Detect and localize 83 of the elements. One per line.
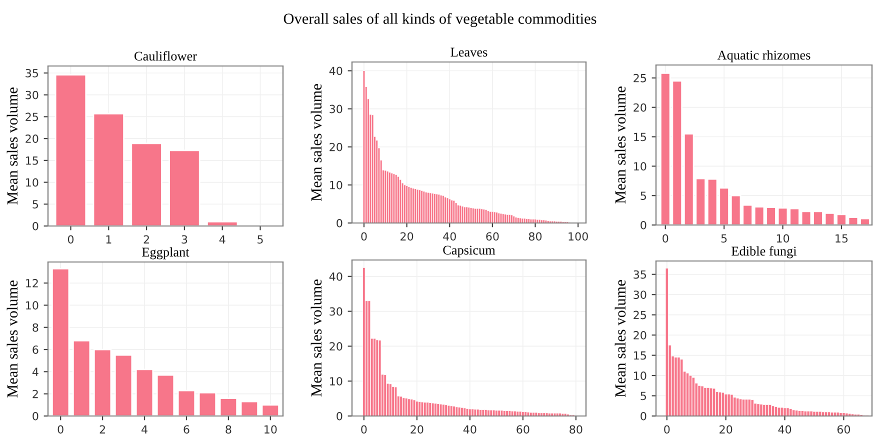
x-tick-label: 40	[443, 232, 456, 241]
x-tick-label: 5	[721, 234, 727, 243]
x-tick-label: 2	[144, 235, 149, 244]
y-tick-label: 20	[634, 331, 646, 340]
x-tick-label: 20	[400, 232, 414, 241]
y-axis-title: Mean sales volume	[614, 86, 626, 204]
y-tick-label: 0	[640, 220, 646, 230]
x-tick-label: 4	[219, 235, 226, 244]
x-tick-label: 1	[106, 235, 112, 244]
x-tick-label: 6	[184, 425, 190, 434]
y-tick-label: 15	[634, 351, 646, 360]
y-tick-label: 10	[26, 178, 38, 187]
y-tick-label: 10	[634, 162, 646, 171]
text: Overall sales of all kinds of vegetable commodities	[284, 12, 596, 28]
y-tick-label: 20	[330, 342, 342, 351]
x-tick-label: 20	[720, 425, 732, 434]
y-tick-label: 25	[634, 74, 646, 82]
x-tick-label: 60	[516, 425, 530, 434]
x-tick-label: 0	[68, 235, 74, 244]
chart-title: Aquatic rhizomes	[717, 50, 810, 62]
y-tick-label: 5	[640, 192, 646, 200]
x-tick-label: 40	[463, 425, 476, 434]
y-tick-label: 20	[634, 103, 646, 112]
y-tick-label: 8	[32, 323, 38, 332]
y-tick-label: 0	[32, 412, 38, 420]
x-tick-label: 0	[664, 425, 670, 434]
y-tick-label: 35	[634, 270, 646, 279]
y-tick-label: 10	[634, 372, 646, 380]
y-tick-label: 20	[26, 134, 38, 143]
x-tick-label: 80	[528, 232, 542, 241]
y-axis-title: Mean sales volume	[310, 280, 322, 397]
y-tick-label: 30	[634, 290, 646, 299]
y-tick-label: 25	[26, 112, 38, 122]
y-tick-label: 0	[336, 412, 342, 420]
y-tick-label: 25	[634, 310, 646, 320]
x-tick-label: 80	[570, 425, 582, 434]
chart-title: Cauliflower	[134, 51, 197, 61]
x-tick-label: 60	[486, 232, 499, 241]
y-axis-title: Mean sales volume	[310, 84, 322, 202]
y-tick-label: 0	[336, 218, 342, 228]
y-tick-label: 4	[32, 368, 38, 376]
y-tick-label: 20	[330, 142, 342, 152]
x-tick-label: 2	[100, 425, 105, 434]
y-tick-label: 30	[330, 104, 342, 114]
x-tick-label: 3	[182, 235, 188, 244]
y-tick-label: 40	[329, 66, 342, 76]
y-tick-label: 30	[330, 307, 342, 316]
y-tick-label: 30	[26, 90, 38, 100]
y-tick-label: 0	[640, 412, 646, 420]
x-tick-label: 10	[776, 234, 790, 243]
y-tick-label: 15	[26, 156, 38, 165]
y-tick-label: 10	[330, 377, 342, 386]
x-tick-label: 20	[410, 425, 424, 434]
x-tick-label: 100	[568, 232, 588, 241]
y-axis-title: Mean sales volume	[6, 280, 18, 398]
y-axis-title: Mean sales volume	[614, 280, 626, 398]
x-tick-label: 0	[662, 234, 668, 243]
x-tick-label: 0	[58, 425, 64, 434]
y-tick-label: 35	[26, 68, 38, 78]
x-tick-label: 60	[837, 425, 850, 434]
x-tick-label: 8	[226, 425, 232, 434]
y-tick-label: 5	[640, 392, 646, 400]
chart-title: Eggplant	[142, 247, 190, 260]
y-tick-label: 10	[330, 180, 342, 190]
chart-title: Leaves	[450, 48, 488, 57]
x-tick-label: 10	[264, 425, 277, 434]
x-tick-label: 4	[142, 425, 148, 434]
x-tick-label: 40	[778, 425, 792, 434]
y-tick-label: 10	[26, 301, 38, 310]
x-tick-label: 0	[361, 232, 367, 241]
chart-title: Edible fungi	[732, 246, 797, 258]
y-tick-label: 2	[32, 390, 38, 398]
y-tick-label: 15	[634, 132, 646, 142]
x-tick-label: 5	[258, 235, 263, 244]
y-tick-label: 6	[32, 346, 38, 354]
chart-title: Capsicum	[443, 246, 496, 258]
y-tick-label: 12	[26, 279, 38, 288]
x-tick-label: 0	[361, 425, 367, 434]
x-tick-label: 15	[836, 234, 848, 243]
y-tick-label: 40	[329, 272, 342, 281]
y-axis-title: Mean sales volume	[6, 88, 18, 205]
y-tick-label: 0	[32, 222, 38, 230]
y-tick-label: 5	[32, 200, 38, 209]
